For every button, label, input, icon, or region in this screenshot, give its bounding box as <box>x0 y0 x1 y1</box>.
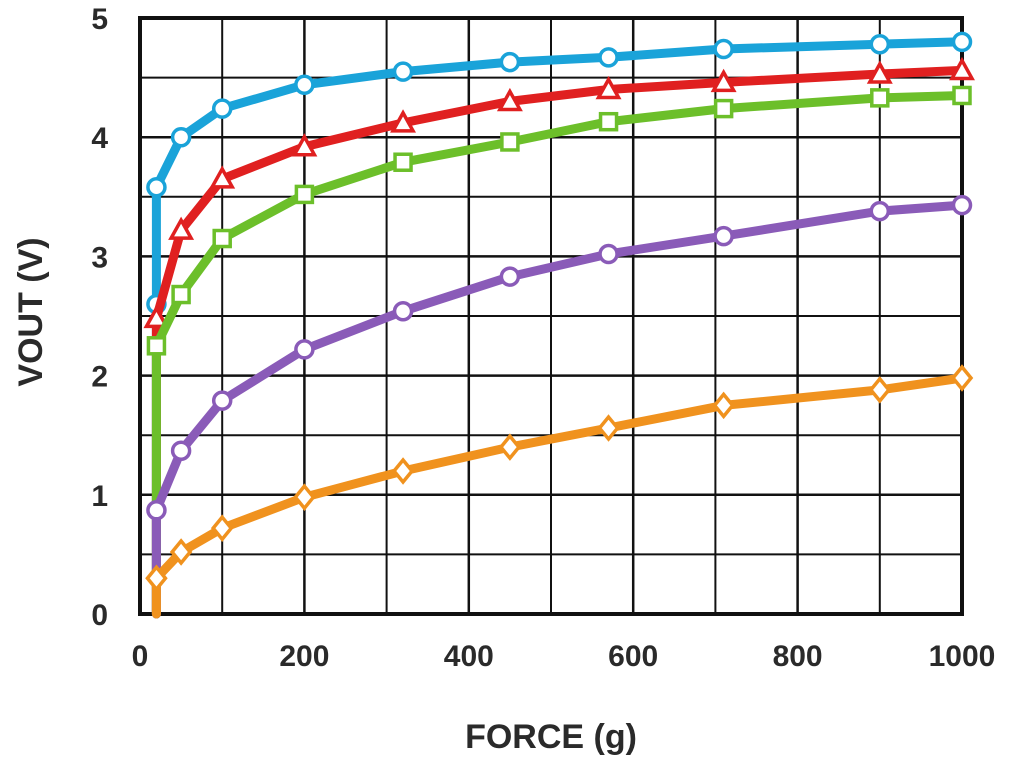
data-point <box>500 132 520 152</box>
series-4 <box>146 194 973 619</box>
data-point <box>499 51 521 73</box>
data-point <box>712 391 735 420</box>
data-point <box>713 225 734 247</box>
data-point <box>949 56 975 81</box>
data-point <box>951 31 973 53</box>
data-point <box>170 440 192 461</box>
series-group <box>143 31 975 619</box>
data-point <box>293 483 316 511</box>
data-point <box>598 243 619 265</box>
y-tick-label: 1 <box>91 480 108 513</box>
data-point <box>211 98 233 119</box>
data-point <box>146 336 167 356</box>
data-point <box>595 75 622 100</box>
data-point <box>212 228 232 249</box>
data-point <box>868 376 892 404</box>
data-point <box>950 364 974 392</box>
data-point <box>209 165 236 189</box>
x-tick-label: 0 <box>132 640 149 673</box>
data-point <box>171 284 191 305</box>
data-point <box>294 184 315 205</box>
x-tick-label: 200 <box>279 640 329 673</box>
data-point <box>870 88 890 108</box>
y-tick-label: 2 <box>91 361 108 394</box>
data-point <box>496 87 523 112</box>
plot-frame <box>138 16 964 616</box>
data-point <box>869 33 891 55</box>
data-point <box>211 390 233 411</box>
y-tick-label: 5 <box>91 3 108 36</box>
data-point <box>866 60 893 84</box>
data-point <box>170 126 192 148</box>
data-point <box>392 300 414 322</box>
data-point <box>393 152 413 172</box>
data-point <box>291 133 318 157</box>
data-point <box>498 433 522 461</box>
y-tick-label: 0 <box>91 599 108 632</box>
data-point <box>713 38 734 60</box>
data-point <box>499 266 521 287</box>
grid <box>138 16 964 616</box>
x-tick-label: 800 <box>773 640 823 673</box>
series-3 <box>146 85 972 619</box>
data-point <box>145 564 168 593</box>
data-point <box>710 68 737 93</box>
data-point <box>146 177 167 198</box>
tick-labels: 0 200 400 600 800 1000 0 1 2 3 4 5 <box>91 3 995 673</box>
data-point <box>294 339 315 360</box>
data-point <box>146 500 167 521</box>
data-point <box>391 457 415 485</box>
data-point <box>869 200 891 222</box>
data-point <box>390 109 417 133</box>
data-point <box>143 304 170 329</box>
data-point <box>294 74 315 96</box>
data-point <box>210 514 234 542</box>
data-point <box>598 47 619 68</box>
y-tick-label: 3 <box>91 241 108 274</box>
data-point <box>951 194 973 216</box>
x-tick-label: 1000 <box>929 640 996 673</box>
data-point <box>168 216 195 240</box>
data-point <box>952 85 972 106</box>
x-axis-title: FORCE (g) <box>465 718 637 756</box>
series-2 <box>143 56 975 619</box>
data-point <box>169 538 193 566</box>
data-point <box>713 98 734 119</box>
series-line <box>151 37 967 619</box>
x-tick-label: 400 <box>444 640 494 673</box>
x-tick-label: 600 <box>608 640 658 673</box>
y-tick-label: 4 <box>91 122 108 155</box>
y-axis-title: VOUT (V) <box>12 237 50 386</box>
data-point <box>597 414 620 442</box>
data-point <box>392 61 414 82</box>
data-point <box>598 111 619 132</box>
series-5 <box>145 364 974 619</box>
